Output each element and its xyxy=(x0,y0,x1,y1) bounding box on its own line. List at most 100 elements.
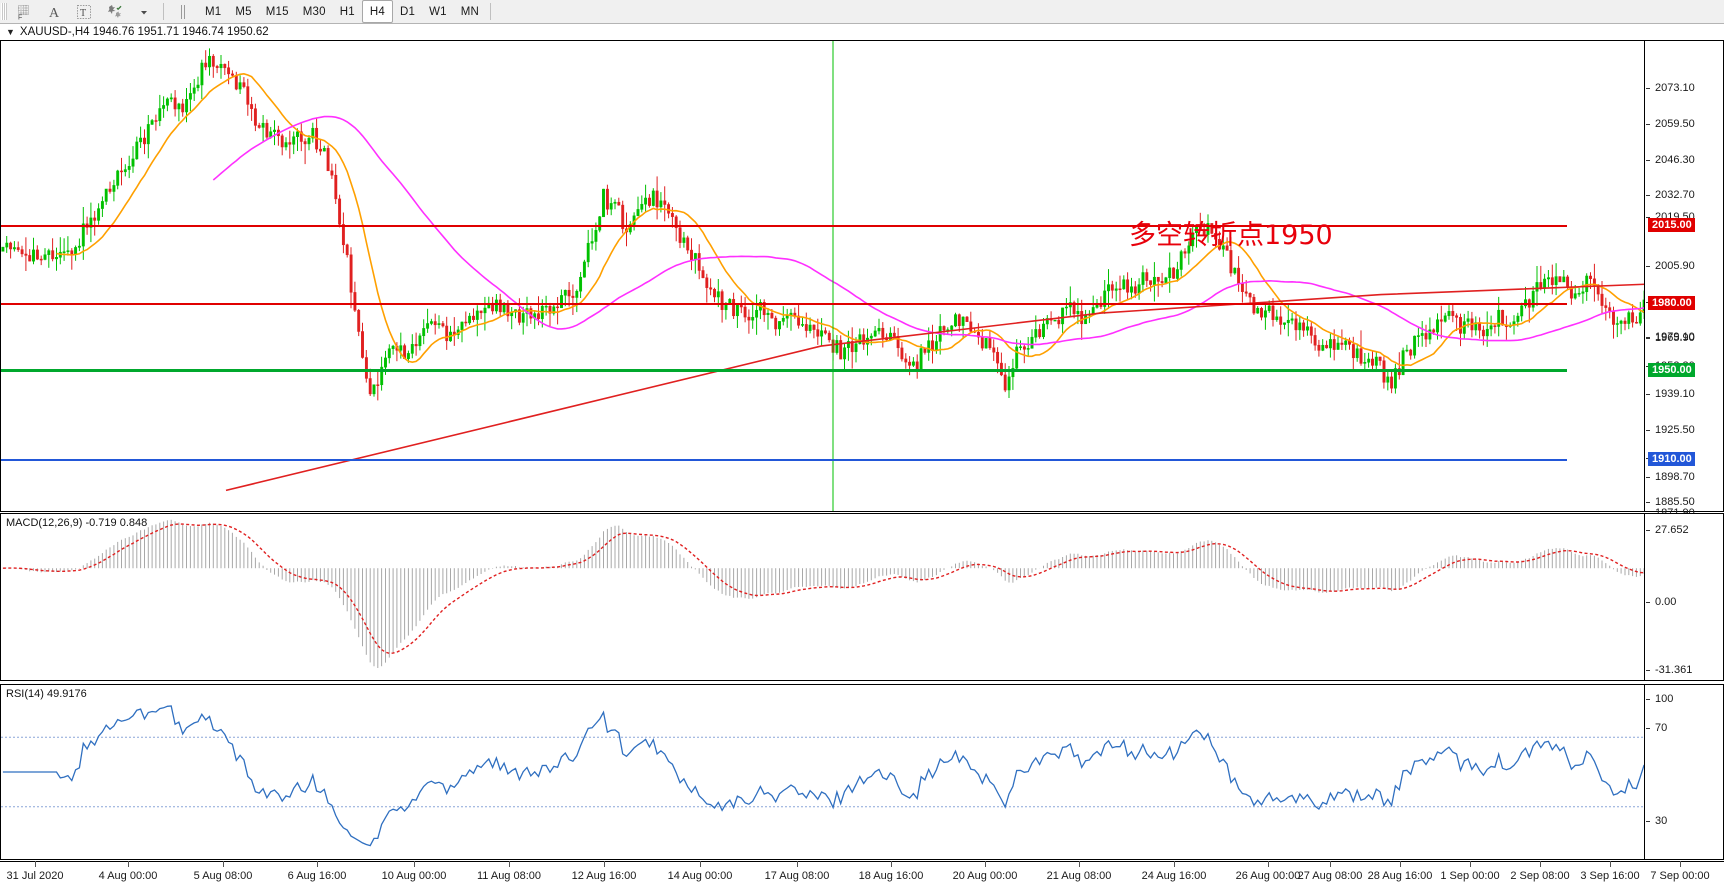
date-tick-mark xyxy=(1610,861,1611,867)
date-tick-mark xyxy=(1680,861,1681,867)
price-level-tag[interactable]: 1910.00 xyxy=(1648,452,1695,466)
macd-scale-divider xyxy=(1644,514,1645,680)
period-m30[interactable]: M30 xyxy=(302,5,326,18)
periods-grip-icon[interactable] xyxy=(168,1,198,22)
rsi-scale-divider xyxy=(1644,685,1645,859)
date-tick-label: 20 Aug 00:00 xyxy=(952,870,1018,882)
candlestick-series xyxy=(1,41,1645,511)
date-tick-mark xyxy=(797,861,798,867)
symbol-ohlc-text: XAUUSD-,H4 1946.76 1951.71 1946.74 1950.… xyxy=(19,26,269,38)
date-tick-label: 21 Aug 08:00 xyxy=(1046,870,1112,882)
main-toolbar: F A T xyxy=(0,0,1724,24)
price-tick: 1965.90 xyxy=(1646,332,1695,344)
macd-tick: 27.652 xyxy=(1646,524,1689,536)
price-tick: 2073.10 xyxy=(1646,82,1695,94)
price-level-tag[interactable]: 1980.00 xyxy=(1648,296,1695,310)
price-level-tag[interactable]: 2015.00 xyxy=(1648,218,1695,232)
price-tick: 1898.70 xyxy=(1646,471,1695,483)
date-tick-mark xyxy=(1174,861,1175,867)
price-tick: 1979.10 xyxy=(1646,331,1695,343)
period-mn[interactable]: MN xyxy=(460,5,480,18)
svg-text:A: A xyxy=(49,6,60,19)
level-line-1980[interactable] xyxy=(1,303,1567,305)
macd-plot-area[interactable] xyxy=(1,514,1645,680)
date-tick-mark xyxy=(985,861,986,867)
date-tick-label: 1 Sep 00:00 xyxy=(1440,870,1500,882)
price-tick: 2059.50 xyxy=(1646,118,1695,130)
period-m1[interactable]: M1 xyxy=(205,5,222,18)
date-tick-mark xyxy=(414,861,415,867)
date-tick-mark xyxy=(891,861,892,867)
date-tick-label: 31 Jul 2020 xyxy=(6,870,64,882)
objects-icon[interactable] xyxy=(99,1,129,22)
date-tick-mark xyxy=(1470,861,1471,867)
price-tick: 1925.50 xyxy=(1646,424,1695,436)
level-line-2015[interactable] xyxy=(1,225,1567,227)
crosshair-f-icon[interactable]: F xyxy=(9,1,39,22)
date-tick-mark xyxy=(1540,861,1541,867)
toolbar-separator xyxy=(163,3,164,20)
rsi-label: RSI(14) 49.9176 xyxy=(6,688,87,700)
date-tick-label: 12 Aug 16:00 xyxy=(571,870,637,882)
period-m15[interactable]: M15 xyxy=(265,5,289,18)
date-tick-mark xyxy=(1079,861,1080,867)
date-tick-mark xyxy=(317,861,318,867)
date-tick-label: 2 Sep 08:00 xyxy=(1510,870,1570,882)
macd-indicator-pane[interactable]: MACD(12,26,9) -0.719 0.848 27.652 0.00 -31… xyxy=(0,513,1724,681)
rsi-tick: 30 xyxy=(1646,815,1667,827)
symbol-info-bar: ▼ XAUUSD-,H4 1946.76 1951.71 1946.74 195… xyxy=(0,24,1724,40)
date-axis-line xyxy=(0,861,1724,862)
macd-series xyxy=(2,519,1645,668)
date-tick-label: 3 Sep 16:00 xyxy=(1580,870,1640,882)
price-tick: 1885.50 xyxy=(1646,496,1695,508)
date-axis[interactable]: 31 Jul 2020 4 Aug 00:00 5 Aug 08:00 6 Aug 1… xyxy=(0,861,1724,889)
date-tick-mark xyxy=(509,861,510,867)
date-tick-label: 5 Aug 08:00 xyxy=(193,870,253,882)
period-m5[interactable]: M5 xyxy=(235,5,252,18)
svg-text:T: T xyxy=(80,8,86,19)
price-tick: 2032.70 xyxy=(1646,189,1695,201)
toolbar-separator-2 xyxy=(490,3,492,20)
price-tick: 2005.90 xyxy=(1646,260,1695,272)
date-tick-label: 27 Aug 08:00 xyxy=(1297,870,1363,882)
text-box-icon[interactable]: T xyxy=(69,1,99,22)
date-tick-label: 28 Aug 16:00 xyxy=(1367,870,1433,882)
level-line-1950[interactable] xyxy=(1,369,1567,372)
dropdown-arrow-icon[interactable] xyxy=(129,1,159,22)
price-plot-area[interactable]: 多空转折点1950 xyxy=(1,41,1645,511)
svg-text:F: F xyxy=(18,14,22,20)
date-tick-label: 18 Aug 16:00 xyxy=(858,870,924,882)
period-h4[interactable]: H4 xyxy=(361,0,393,23)
chart-collapse-icon[interactable]: ▼ xyxy=(6,26,15,37)
period-w1[interactable]: W1 xyxy=(429,5,447,18)
chart-annotation-text: 多空转折点1950 xyxy=(1129,220,1333,251)
price-scale[interactable]: 2073.10 2059.50 2046.30 2032.70 2019.50 2005.… xyxy=(1646,41,1723,546)
macd-tick: -31.361 xyxy=(1646,664,1692,676)
rsi-tick: 100 xyxy=(1646,693,1673,705)
date-tick-label: 7 Sep 00:00 xyxy=(1650,870,1710,882)
price-scale-divider xyxy=(1644,41,1645,511)
period-h1[interactable]: H1 xyxy=(339,5,355,18)
date-tick-mark xyxy=(1330,861,1331,867)
date-tick-mark xyxy=(223,861,224,867)
rsi-indicator-pane[interactable]: RSI(14) 49.9176 100 70 30 xyxy=(0,684,1724,860)
toolbar-grip[interactable] xyxy=(1,3,7,20)
level-line-1910[interactable] xyxy=(1,459,1567,461)
price-tick: 2046.30 xyxy=(1646,154,1695,166)
text-a-icon[interactable]: A xyxy=(39,1,69,22)
date-tick-mark xyxy=(35,861,36,867)
rsi-plot-area[interactable] xyxy=(1,685,1645,859)
date-tick-label: 26 Aug 00:00 xyxy=(1235,870,1301,882)
price-level-tag[interactable]: 1950.00 xyxy=(1648,363,1695,377)
date-tick-mark xyxy=(1400,861,1401,867)
rsi-scale: 100 70 30 xyxy=(1646,685,1723,859)
macd-scale: 27.652 0.00 -31.361 xyxy=(1646,514,1723,680)
period-d1[interactable]: D1 xyxy=(399,5,416,18)
date-tick-label: 24 Aug 16:00 xyxy=(1141,870,1207,882)
date-tick-label: 17 Aug 08:00 xyxy=(764,870,830,882)
date-tick-mark xyxy=(1268,861,1269,867)
date-tick-label: 14 Aug 00:00 xyxy=(667,870,733,882)
macd-label: MACD(12,26,9) -0.719 0.848 xyxy=(6,517,148,529)
price-chart-pane[interactable]: 多空转折点1950 2073.10 2059.50 2046.30 2032.70 20… xyxy=(0,40,1724,546)
